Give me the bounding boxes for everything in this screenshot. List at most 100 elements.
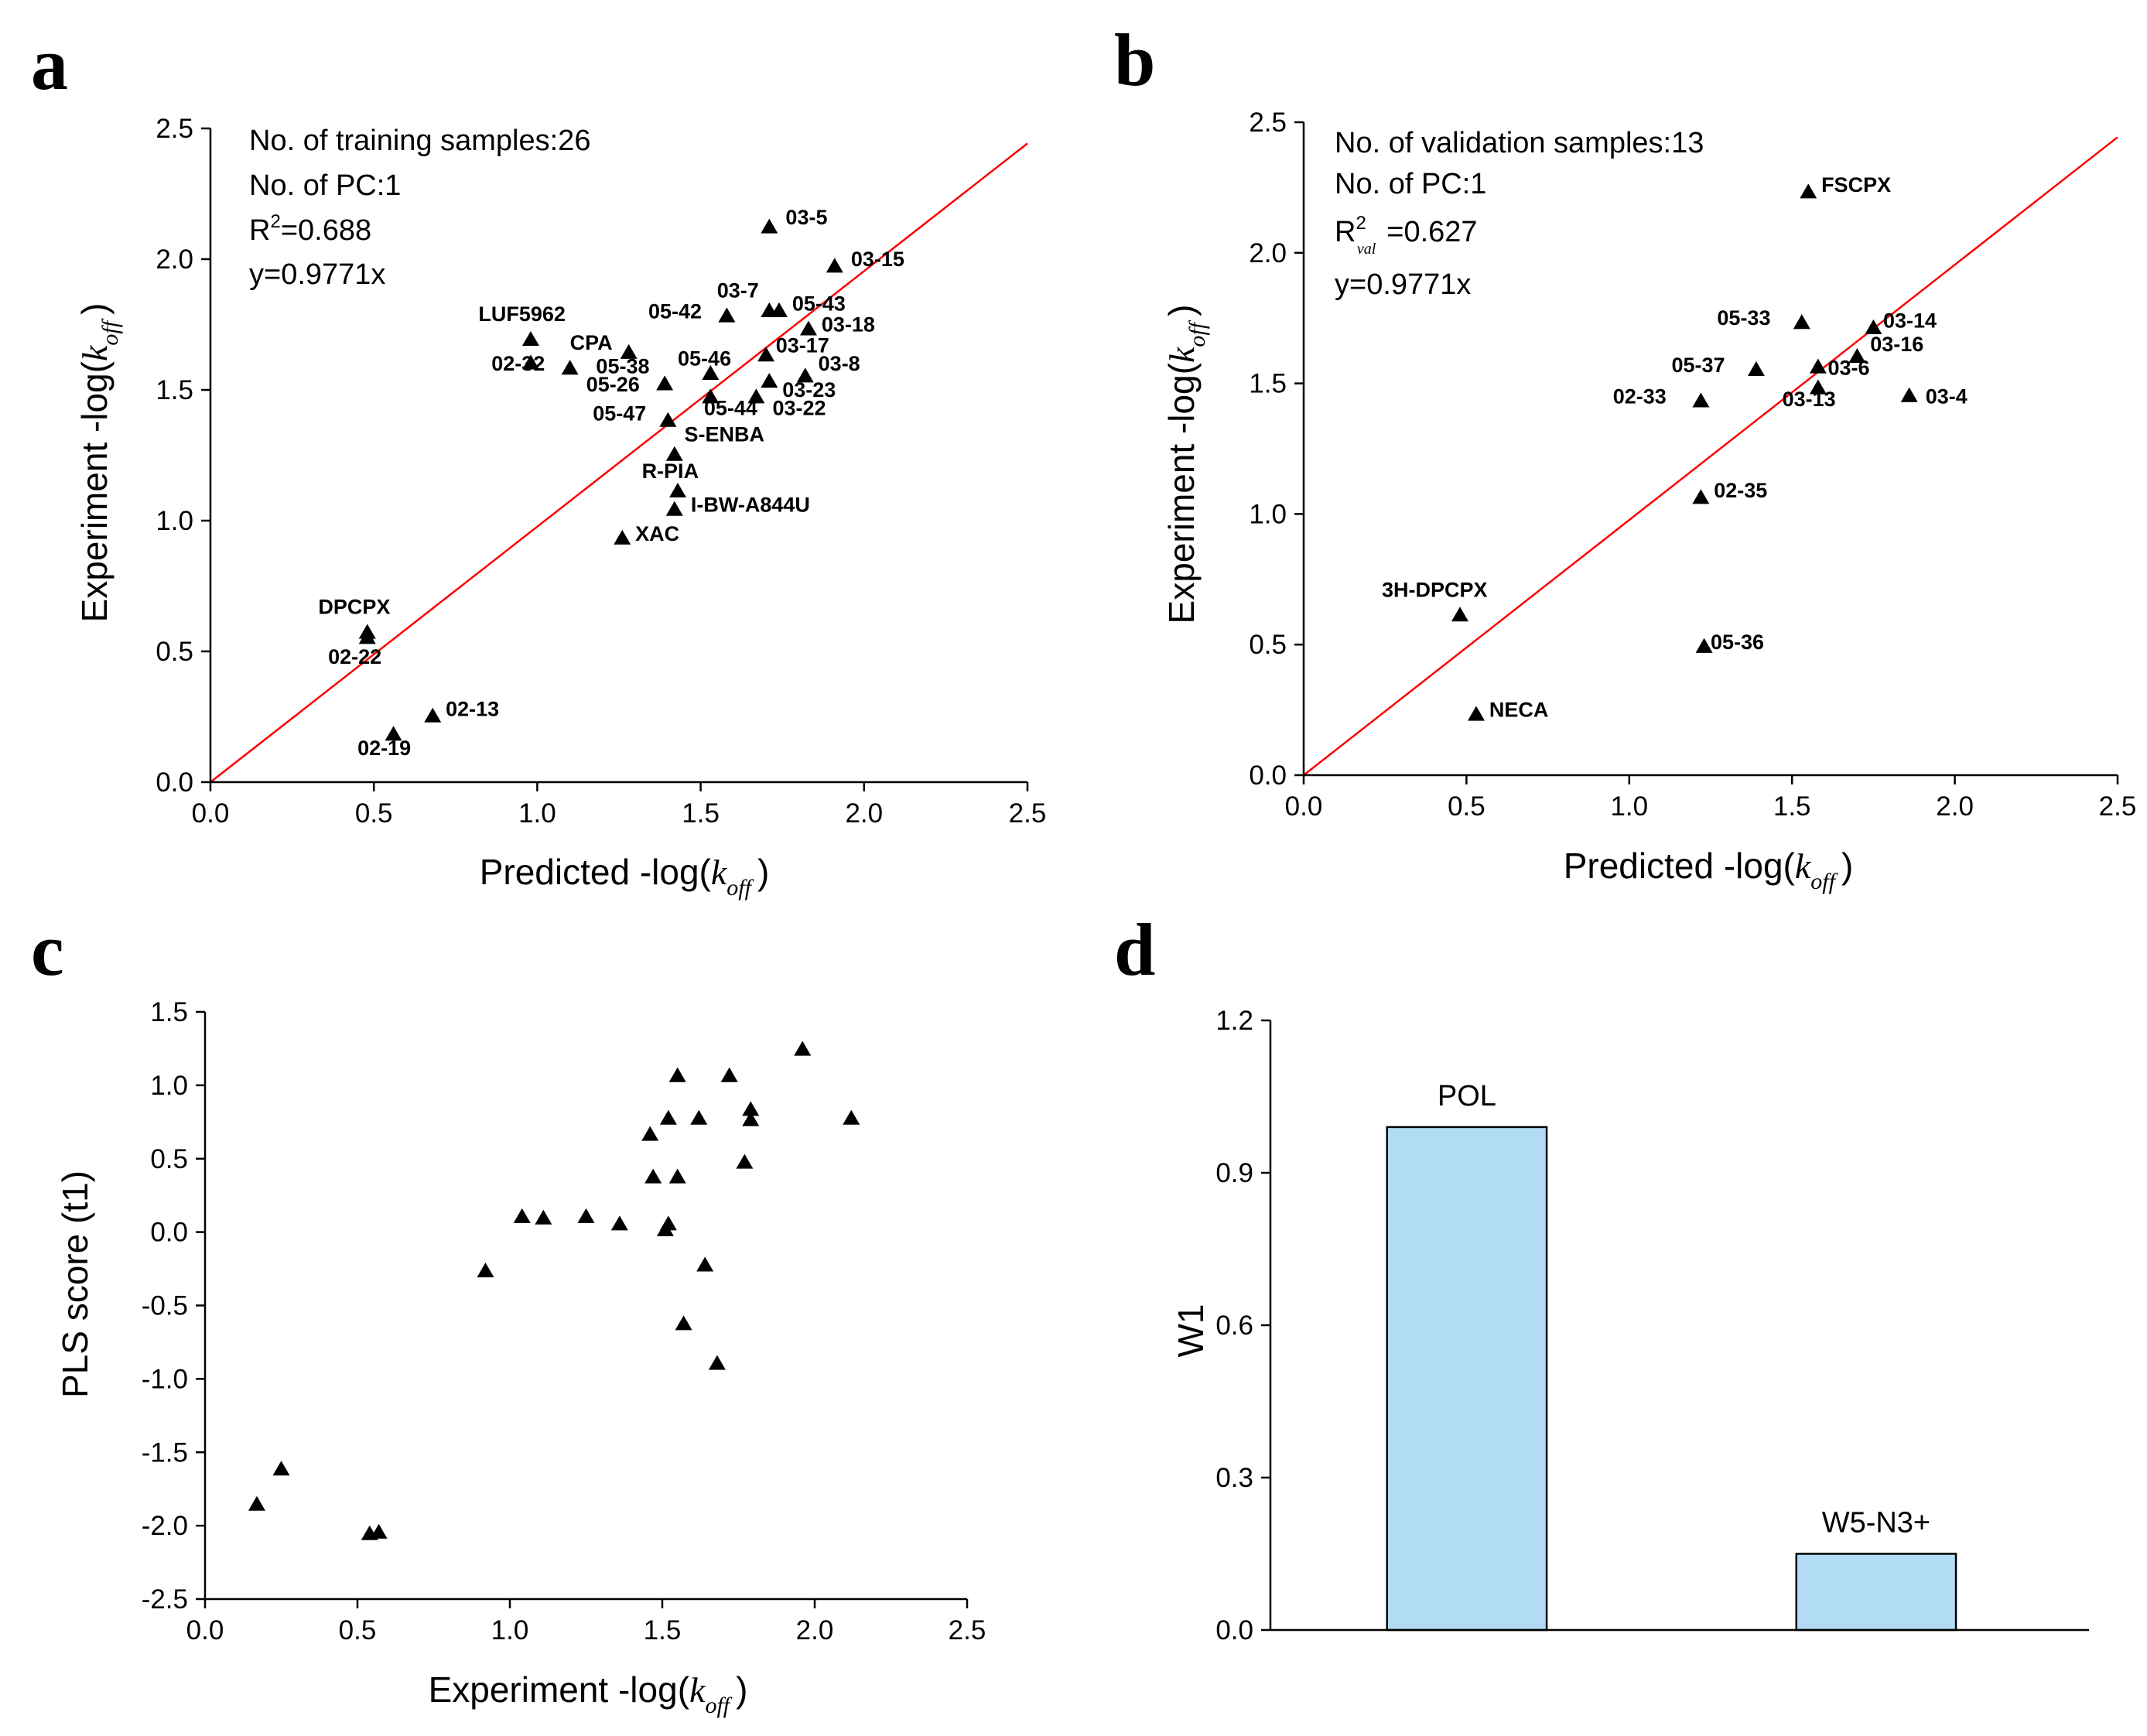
point-label: 03-5 [785, 206, 827, 229]
data-point [610, 1215, 628, 1231]
data-point [644, 1168, 662, 1184]
data-point [794, 1041, 812, 1056]
data-point [675, 1315, 692, 1331]
data-point [665, 446, 683, 461]
data-point [668, 1067, 686, 1082]
data-point [272, 1461, 290, 1476]
panel-d-y-tick-label: 0.6 [1215, 1311, 1253, 1341]
panel-a-y-tick-label: 1.5 [156, 375, 193, 405]
panel-c-points [248, 1041, 860, 1540]
data-point [1800, 183, 1817, 199]
data-point [521, 330, 539, 347]
panel-a-r2-value: =0.688 [281, 214, 371, 247]
panel-a-x-axis-title: Predicted -log(koff) [480, 852, 770, 900]
data-point [1848, 348, 1866, 364]
panel-a-y-axis-title: Experiment -log(koff) [74, 303, 123, 623]
panel-c-y-tick-label: 1.0 [150, 1071, 188, 1101]
data-point [659, 1215, 677, 1231]
panel-d-bars: POL W5-N3+ [1386, 1080, 1957, 1632]
panel-a-r2-r: R [249, 214, 270, 247]
panel-b-r2-value: =0.627 [1386, 216, 1477, 248]
data-point [702, 388, 720, 404]
panel-c-x-tick-label: 0.5 [339, 1615, 377, 1645]
panel-a-y-tick-label: 1.0 [156, 506, 193, 536]
data-point [742, 1111, 760, 1126]
panel-c-ticks: 0.0 0.5 1.0 1.5 2.0 2.5 -2.5 -2.0 -1.5 -1.0 -0.5 0.… [142, 997, 986, 1645]
panel-a-axes [209, 128, 1027, 784]
point-label: 05-38 [596, 355, 649, 378]
point-label: 02-35 [1714, 479, 1767, 502]
data-point [248, 1495, 265, 1511]
panel-a-fit-line [210, 142, 1028, 783]
data-point [535, 1209, 552, 1225]
point-label: 02-13 [446, 697, 499, 720]
panel-a-x-tick-label: 2.0 [845, 798, 883, 829]
panel-a-annotation-line2: No. of PC:1 [249, 169, 401, 202]
point-label: R-PIA [642, 460, 699, 483]
point-label: 02-32 [491, 352, 545, 375]
data-point [720, 1067, 738, 1082]
panel-a-r2-sup: 2 [270, 211, 280, 232]
panel-b-letter: b [1114, 19, 1155, 101]
panel-c-y-tick-label: -0.5 [142, 1291, 188, 1321]
data-point [1793, 314, 1810, 330]
panel-a-annotation-line1: No. of training samples:26 [249, 125, 590, 157]
point-label: 03-18 [822, 313, 875, 337]
point-label: 03-14 [1883, 309, 1937, 333]
panel-b-fit-line [1303, 136, 2118, 776]
data-point [761, 373, 778, 388]
panel-a-x-tick-label: 2.5 [1009, 798, 1047, 829]
panel-b-y-tick-label: 1.5 [1249, 369, 1287, 399]
point-label: NECA [1489, 699, 1549, 722]
panel-a-x-tick-label: 0.0 [192, 798, 230, 829]
panel-b-annotation-line4: y=0.9771x [1335, 268, 1471, 301]
point-label: 03-15 [851, 248, 904, 271]
point-label: 05-46 [678, 347, 731, 370]
point-label: 03-4 [1926, 384, 1968, 408]
point-label: XAC [635, 522, 679, 545]
panel-b-y-axis-title: Experiment -log(koff) [1161, 305, 1210, 624]
data-point [521, 354, 539, 370]
panel-b-y-tick-label: 2.5 [1249, 108, 1287, 138]
panel-c-x-tick-label: 0.0 [186, 1615, 224, 1645]
panel-a-y-tick-label: 0.5 [156, 637, 193, 667]
panel-d-y-tick-label: 0.3 [1215, 1463, 1253, 1493]
panel-b-x-axis-title: Predicted -log(koff) [1564, 846, 1854, 894]
data-point [659, 1109, 677, 1125]
data-point [826, 258, 843, 273]
point-label: 3H-DPCPX [1382, 578, 1488, 601]
panel-d-y-tick-label: 0.0 [1215, 1615, 1253, 1645]
panel-b-r2-sup: 2 [1356, 213, 1366, 234]
panel-b-x-tick-label: 1.0 [1610, 791, 1648, 822]
panel-d-y-axis-title: W1 [1171, 1304, 1211, 1358]
data-point [668, 1168, 686, 1184]
panel-b-x-tick-label: 0.0 [1285, 791, 1323, 822]
data-point [659, 412, 677, 427]
panel-a-y-tick-label: 2.0 [156, 244, 193, 275]
panel-d-y-tick-label: 1.2 [1215, 1006, 1253, 1036]
panel-c-y-tick-label: 0.5 [150, 1144, 188, 1174]
panel-c: c 0.0 0.5 1.0 1.5 2.0 2.5 -2.5 -2.0 -1.5 -1.0 -0.5… [31, 908, 986, 1718]
panel-a-annotation-line4: y=0.9771x [249, 258, 385, 291]
panel-c-x-tick-label: 2.0 [796, 1615, 834, 1645]
data-point [358, 629, 376, 644]
data-point [370, 1523, 388, 1539]
data-point [736, 1153, 754, 1169]
panel-d: d 0.0 0.3 0.6 0.9 1.2 POL W5-N3+ W1 [1114, 908, 2089, 1645]
panel-c-y-tick-label: 1.5 [150, 997, 188, 1027]
panel-b-r2-r: R [1335, 216, 1356, 248]
data-point [843, 1109, 860, 1125]
data-point [690, 1109, 708, 1125]
data-point [561, 360, 579, 375]
panel-b-axes [1302, 122, 2118, 777]
panel-b-x-tick-label: 1.5 [1773, 791, 1811, 822]
data-point [742, 1101, 760, 1116]
point-label: 03-22 [773, 397, 826, 420]
point-label: 03-17 [776, 334, 829, 357]
point-label: 03-7 [717, 279, 759, 302]
data-point [477, 1263, 494, 1278]
point-label: FSCPX [1821, 173, 1891, 196]
bar-pol [1386, 1126, 1548, 1632]
data-point [577, 1208, 595, 1223]
